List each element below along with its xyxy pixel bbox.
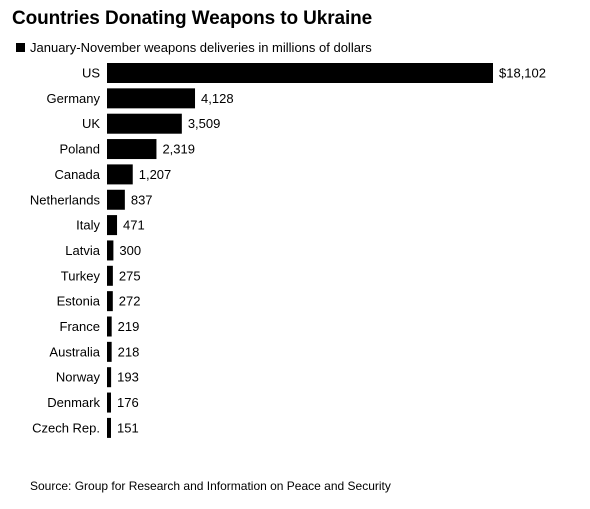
chart-title: Countries Donating Weapons to Ukraine <box>12 8 373 29</box>
category-label: UK <box>82 116 100 131</box>
bar <box>107 113 182 134</box>
category-label: Turkey <box>61 268 101 283</box>
value-label: 4,128 <box>201 91 234 106</box>
bar <box>107 316 112 337</box>
bar <box>107 240 114 261</box>
value-label: 193 <box>117 370 139 385</box>
category-label: Germany <box>47 91 101 106</box>
category-label: France <box>60 319 100 334</box>
category-label: Norway <box>56 370 101 385</box>
bar-chart: US $18,102 Germany 4,128 UK 3,509 Poland 2,319 C… <box>30 63 546 438</box>
category-label: Poland <box>60 142 100 157</box>
value-label: 837 <box>131 192 153 207</box>
category-label: Italy <box>76 218 100 233</box>
bar <box>107 215 118 236</box>
bar <box>107 341 112 362</box>
value-label: 272 <box>119 294 141 309</box>
bar <box>107 392 111 413</box>
category-label: Denmark <box>47 395 100 410</box>
bar <box>107 139 157 160</box>
bar <box>107 291 113 312</box>
legend-label: January-November weapons deliveries in m… <box>30 40 372 55</box>
category-label: Netherlands <box>30 192 101 207</box>
legend-swatch <box>16 43 25 52</box>
value-label: 1,207 <box>139 167 172 182</box>
category-label: Estonia <box>57 294 101 309</box>
category-label: Czech Rep. <box>32 420 100 435</box>
category-label: Australia <box>49 344 100 359</box>
bar <box>107 164 133 185</box>
bar <box>107 88 196 109</box>
value-label: 219 <box>118 319 140 334</box>
bar <box>107 265 113 286</box>
value-label: $18,102 <box>499 66 546 81</box>
value-label: 218 <box>118 344 140 359</box>
value-label: 2,319 <box>162 142 195 157</box>
value-label: 176 <box>117 395 139 410</box>
bar <box>107 417 111 438</box>
category-label: Canada <box>54 167 100 182</box>
legend: January-November weapons deliveries in m… <box>16 40 372 55</box>
category-label: Latvia <box>65 243 100 258</box>
value-label: 151 <box>117 420 139 435</box>
value-label: 300 <box>119 243 141 258</box>
value-label: 3,509 <box>188 116 221 131</box>
value-label: 471 <box>123 218 145 233</box>
bar <box>107 367 112 388</box>
value-label: 275 <box>119 268 141 283</box>
bar <box>107 63 493 83</box>
source-note: Source: Group for Research and Informati… <box>30 479 391 493</box>
bar <box>107 189 125 210</box>
category-label: US <box>82 66 100 81</box>
